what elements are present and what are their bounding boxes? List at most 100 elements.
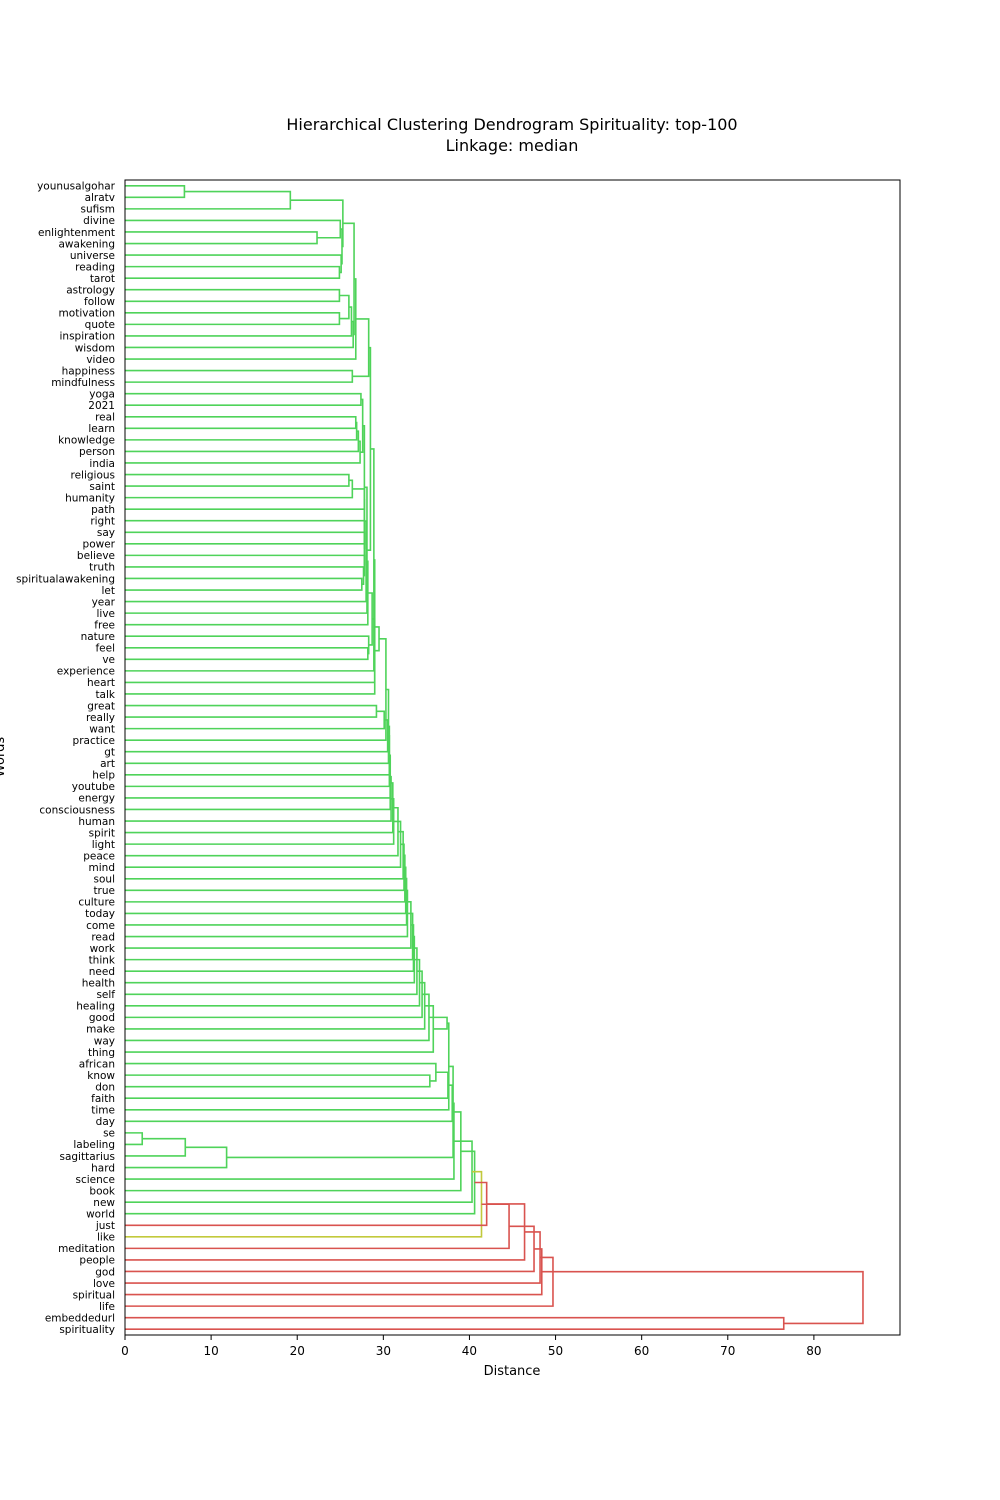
- leaf-label: work: [90, 943, 116, 955]
- leaf-label: really: [86, 712, 115, 724]
- leaf-label: ve: [102, 654, 115, 666]
- leaf-label: soul: [94, 874, 115, 886]
- dendrogram-link: [226, 1065, 454, 1159]
- dendrogram-link: [125, 554, 366, 577]
- leaf-label: great: [87, 700, 115, 712]
- leaf-label: say: [97, 527, 115, 539]
- dendrogram-link: [125, 448, 375, 672]
- leaf-label: right: [90, 516, 115, 528]
- dendrogram-link: [125, 806, 399, 857]
- leaf-label: labeling: [73, 1139, 115, 1151]
- dendrogram-link: [125, 190, 292, 210]
- dendrogram-link: [125, 1231, 541, 1284]
- x-tick-label: 0: [121, 1344, 129, 1358]
- dendrogram-link: [125, 519, 366, 522]
- leaf-label: embeddedurl: [45, 1312, 115, 1324]
- leaf-label: feel: [95, 643, 115, 655]
- dendrogram-link: [125, 392, 362, 407]
- dendrogram-link: [125, 1074, 431, 1088]
- leaf-label: saint: [89, 481, 115, 493]
- leaf-label: nature: [81, 631, 115, 643]
- dendrogram-link: [125, 775, 392, 822]
- leaf-label: truth: [89, 562, 115, 574]
- leaf-label: practice: [73, 735, 115, 747]
- leaf-label: person: [79, 446, 115, 458]
- leaf-label: free: [94, 619, 115, 631]
- leaf-label: gt: [104, 747, 115, 759]
- leaf-label: follow: [84, 296, 115, 308]
- leaf-label: healing: [76, 1001, 115, 1013]
- dendrogram-link: [125, 312, 341, 326]
- dendrogram-link: [125, 1181, 488, 1227]
- leaf-label: mindfulness: [51, 377, 115, 389]
- leaf-label: younusalgohar: [37, 181, 116, 193]
- leaf-label: humanity: [65, 492, 115, 504]
- leaf-label: today: [85, 908, 115, 920]
- x-tick-label: 40: [462, 1344, 477, 1358]
- dendrogram-link: [125, 231, 318, 245]
- leaf-label: spirituality: [59, 1324, 115, 1336]
- leaf-label: hard: [91, 1162, 115, 1174]
- leaf-label: year: [92, 596, 116, 608]
- leaf-label: god: [95, 1266, 115, 1278]
- leaf-label: 2021: [88, 400, 115, 412]
- leaf-label: peace: [83, 850, 115, 862]
- leaf-label: mind: [89, 862, 115, 874]
- dendrogram-link: [125, 1170, 483, 1238]
- dendrogram-link: [125, 1256, 554, 1307]
- dendrogram-link: [125, 755, 392, 811]
- dendrogram-link: [125, 704, 378, 718]
- dendrogram-link: [125, 369, 354, 383]
- chart-title: Hierarchical Clustering Dendrogram Spiri…: [286, 115, 737, 134]
- leaf-label: true: [93, 885, 115, 897]
- chart-subtitle: Linkage: median: [446, 136, 579, 155]
- leaf-label: sufism: [81, 204, 115, 216]
- x-tick-label: 60: [634, 1344, 649, 1358]
- leaf-label: talk: [95, 689, 115, 701]
- leaf-label: consciousness: [39, 804, 115, 816]
- leaf-label: alratv: [85, 192, 115, 204]
- leaf-label: path: [91, 504, 115, 516]
- leaf-label: video: [86, 354, 115, 366]
- dendrogram-link: [125, 638, 387, 741]
- dendrogram-link: [125, 479, 354, 499]
- dendrogram-link: [125, 1316, 785, 1331]
- leaf-labels: younusalgoharalratvsufismdivineenlighten…: [16, 181, 116, 1336]
- leaf-label: enlightenment: [38, 227, 115, 239]
- leaf-label: african: [79, 1058, 115, 1070]
- leaf-label: quote: [85, 319, 115, 331]
- leaf-label: universe: [70, 250, 115, 262]
- leaf-label: just: [95, 1220, 115, 1232]
- leaf-label: new: [93, 1197, 115, 1209]
- dendrogram-link: [125, 1084, 454, 1123]
- dendrogram-link: [125, 735, 391, 776]
- dendrogram-link: [125, 560, 369, 626]
- leaf-label: religious: [70, 469, 115, 481]
- leaf-label: love: [93, 1278, 115, 1290]
- y-axis-label: Words: [0, 737, 8, 777]
- leaf-label: spiritual: [73, 1289, 115, 1301]
- dendrogram-link: [125, 1132, 144, 1146]
- x-tick-label: 10: [203, 1344, 218, 1358]
- leaf-label: make: [86, 1024, 115, 1036]
- leaf-label: believe: [77, 550, 115, 562]
- leaf-label: heart: [87, 677, 115, 689]
- dendrogram-link: [125, 1203, 510, 1250]
- dendrogram-link: [125, 288, 341, 303]
- dendrogram-link: [125, 219, 342, 239]
- leaf-label: like: [97, 1232, 115, 1244]
- dendrogram-link: [125, 320, 354, 349]
- leaf-label: divine: [83, 215, 115, 227]
- dendrogram-link: [125, 1140, 473, 1203]
- dendrogram-link: [125, 577, 363, 591]
- dendrogram-link: [125, 265, 341, 279]
- leaf-label: world: [86, 1209, 115, 1221]
- leaf-label: live: [96, 608, 115, 620]
- x-tick-label: 30: [376, 1344, 391, 1358]
- leaf-label: let: [102, 585, 116, 597]
- leaf-label: power: [83, 539, 116, 551]
- dendrogram-link: [428, 1016, 448, 1030]
- leaf-label: yoga: [89, 388, 115, 400]
- dendrogram-link: [339, 294, 350, 320]
